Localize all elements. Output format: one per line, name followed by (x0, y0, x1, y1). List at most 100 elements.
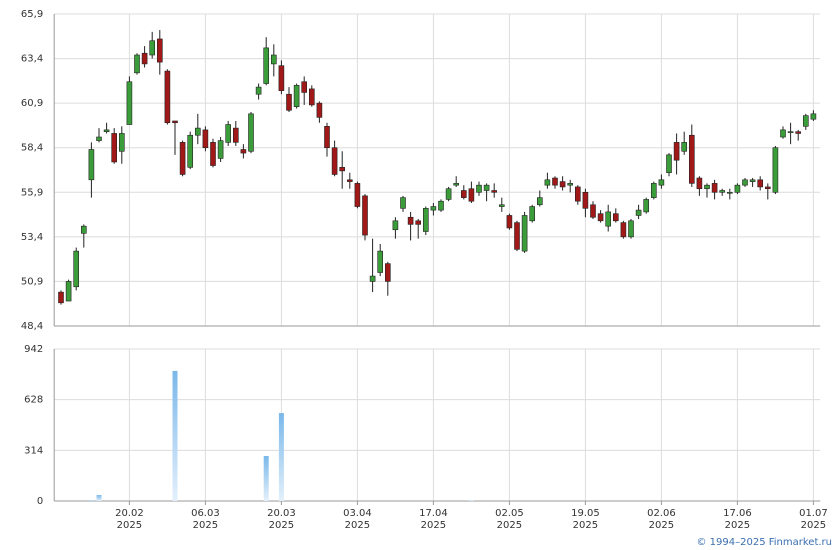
candle-body (529, 206, 536, 222)
y-tick-label: 63,4 (21, 54, 43, 65)
x-tick-year: 2025 (649, 520, 674, 531)
x-tick-label: 03.04 (343, 508, 372, 519)
candle-body (696, 177, 703, 190)
volume-bar (263, 455, 269, 501)
candle-body (559, 181, 566, 188)
x-tick-year: 2025 (269, 520, 294, 531)
y-tick-label: 55,9 (21, 187, 43, 198)
x-tick-year: 2025 (497, 520, 522, 531)
x-tick-label: 02.05 (495, 508, 524, 519)
candle-body (445, 188, 452, 200)
candle-body (430, 206, 437, 211)
candle-body (688, 134, 695, 184)
candle-body (407, 216, 414, 225)
y-tick-label: 50,9 (21, 276, 43, 287)
candle-body (88, 149, 95, 181)
candle-body (255, 86, 262, 95)
y-tick-label: 314 (24, 445, 43, 456)
x-tick-label: 02.06 (647, 508, 676, 519)
candle-body (217, 140, 224, 159)
y-tick-label: 0 (37, 496, 43, 507)
credit: © 1994–2025 Finmarket.ru (696, 537, 832, 548)
x-tick-label: 20.02 (115, 508, 144, 519)
x-tick-label: 17.04 (419, 508, 448, 519)
candle-body (339, 167, 346, 172)
candle-body (476, 184, 482, 193)
candle-body (468, 188, 475, 202)
candle-body (179, 142, 186, 175)
candle-body (620, 222, 627, 238)
candle-body (111, 133, 117, 163)
candle-body (293, 85, 300, 108)
x-tick-label: 01.07 (799, 508, 828, 519)
candle-body (195, 127, 201, 136)
x-tick-label: 19.05 (571, 508, 600, 519)
candle-body (757, 179, 764, 188)
candle-body (673, 142, 680, 161)
candle-body (362, 195, 368, 236)
candle-body (491, 190, 498, 193)
candle-body (149, 40, 155, 56)
candle-body (119, 133, 125, 152)
candle-body (240, 149, 247, 154)
candle-body (73, 250, 79, 288)
volume-bar (278, 413, 284, 501)
candle-body (187, 134, 193, 168)
candle-body (96, 136, 102, 141)
candle-body (650, 183, 657, 198)
candle-body (802, 115, 809, 127)
y-tick-label: 53,4 (21, 232, 43, 243)
candle-body (764, 186, 771, 190)
candle-body (233, 127, 239, 143)
candle-body (354, 183, 361, 207)
volume-bar (88, 500, 94, 501)
candle-body (810, 113, 817, 120)
candle-body (582, 191, 589, 209)
candle-body (506, 215, 513, 229)
candle-body (164, 70, 171, 124)
candle-body (460, 190, 467, 198)
candle-body (270, 54, 277, 65)
candle-body (628, 220, 634, 238)
candle-body (422, 208, 429, 232)
candle-body (324, 126, 330, 149)
x-tick-year: 2025 (117, 520, 142, 531)
candle-body (202, 129, 209, 149)
candle-body (719, 190, 726, 193)
candle-body (400, 197, 406, 209)
candle-body (453, 183, 460, 186)
candle-body (552, 177, 558, 186)
candle-body (248, 113, 254, 152)
y-tick-label: 65,9 (21, 9, 43, 20)
candle-body (574, 186, 581, 202)
candle-body (286, 93, 292, 111)
candle-body (316, 102, 323, 118)
x-tick-year: 2025 (345, 520, 370, 531)
candle-body (384, 263, 391, 282)
candle-body (590, 204, 596, 218)
candle-body (157, 38, 163, 63)
volume-bar (172, 370, 178, 501)
candle-body (726, 191, 733, 194)
candle-body (749, 179, 756, 182)
candle-body (415, 220, 422, 225)
candle-body (103, 129, 110, 132)
candle-body (711, 183, 718, 193)
candle-body (567, 183, 574, 186)
candle-body (635, 209, 642, 216)
candle-body (377, 250, 384, 273)
x-tick-label: 20.03 (267, 508, 296, 519)
candle-body (301, 81, 308, 93)
candle-body (658, 179, 665, 186)
candle-body (544, 179, 551, 186)
candle-body (483, 184, 490, 191)
candle-body (643, 199, 650, 213)
candle-body (772, 147, 779, 193)
candle-body (666, 154, 672, 173)
y-tick-label: 628 (24, 395, 43, 406)
candle-body (498, 204, 505, 207)
candle-body (225, 124, 231, 143)
x-tick-label: 17.06 (723, 508, 752, 519)
candle-body (81, 225, 87, 234)
